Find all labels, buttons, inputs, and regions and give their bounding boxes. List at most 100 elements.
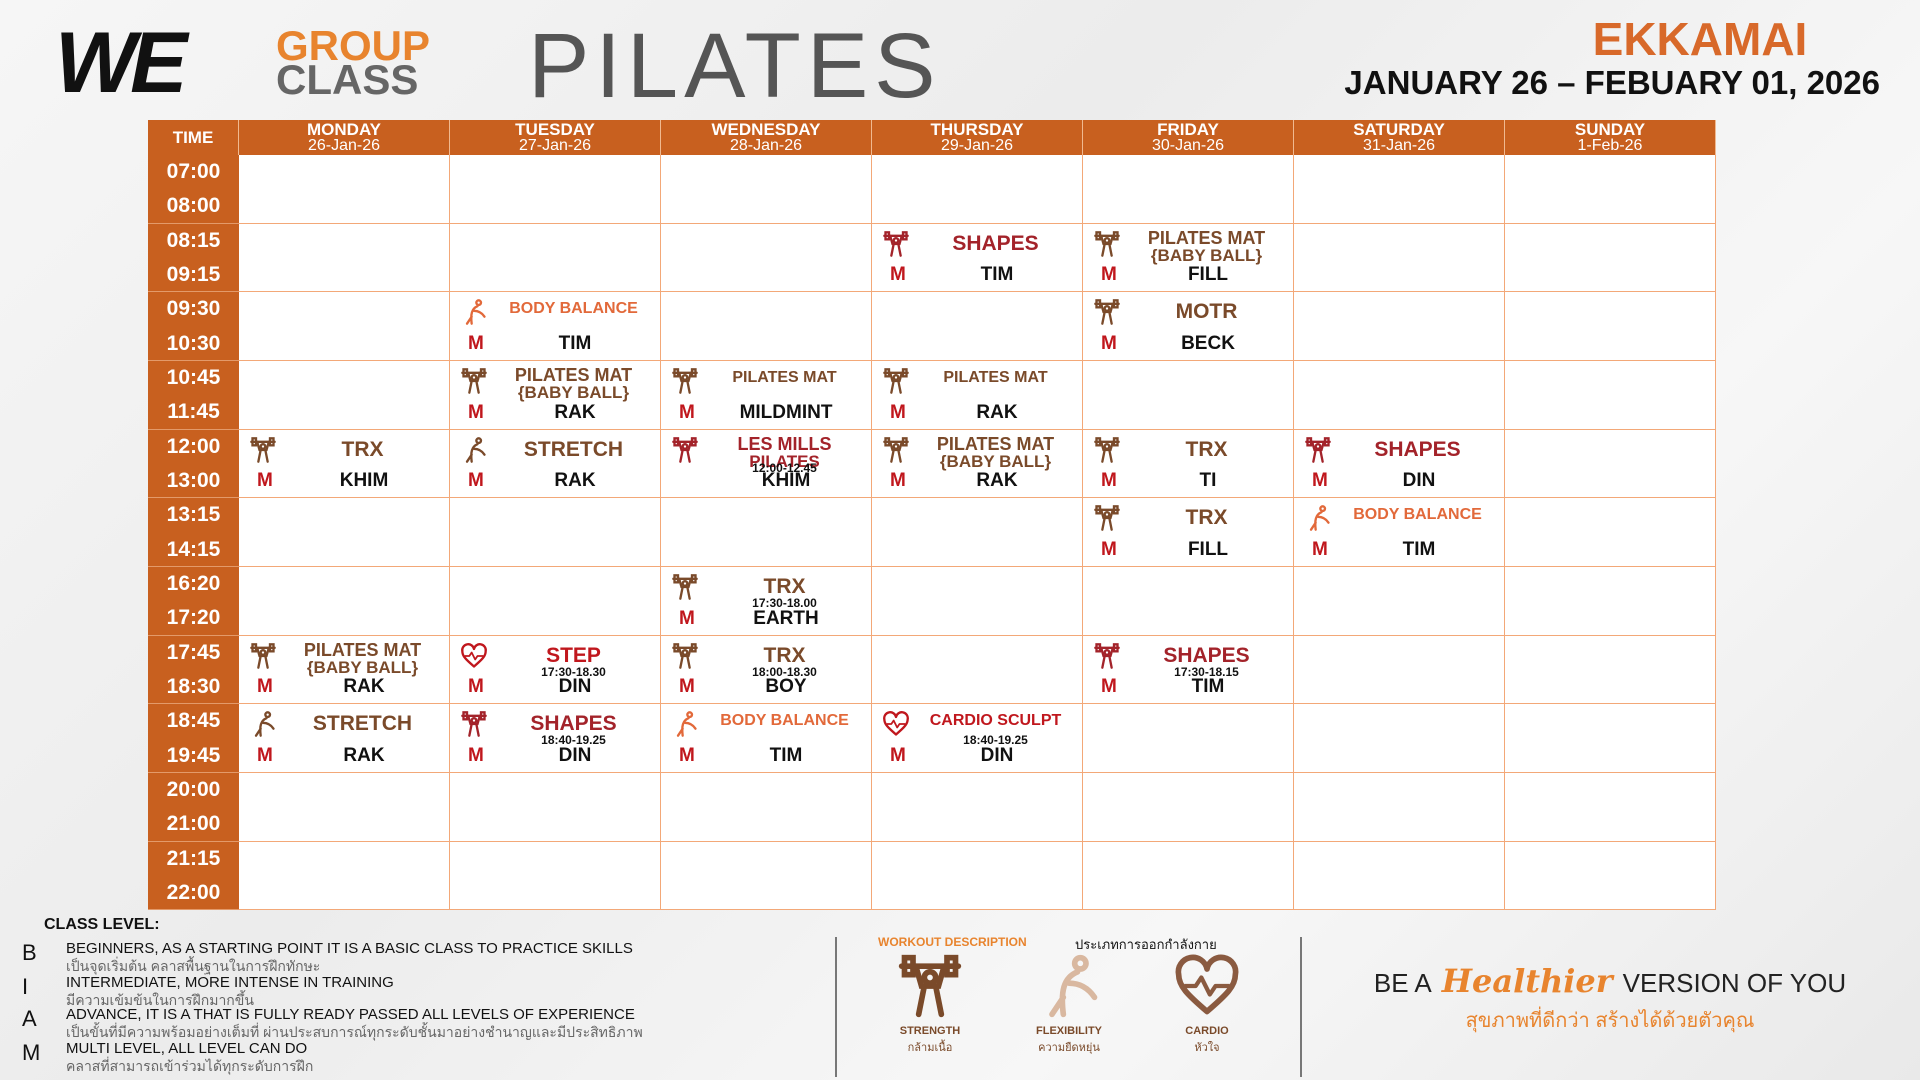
grid-cell xyxy=(239,360,450,430)
level-description-th: เป็นขั้นที่มีความพร้อมอย่างเต็มที่ ผ่านป… xyxy=(66,1024,643,1040)
day-header: MONDAY 26-Jan-26 xyxy=(239,120,450,155)
class-entry: LES MILLS PILATES 12:00-12.45 KHIM xyxy=(661,430,872,499)
instructor: TIM xyxy=(980,264,1014,286)
class-level: M xyxy=(890,264,906,286)
class-icon xyxy=(671,710,699,738)
time-divider xyxy=(148,359,239,361)
class-entry: STRETCH M RAK xyxy=(239,704,450,773)
grid-cell xyxy=(239,498,450,567)
class-icon xyxy=(249,642,277,670)
level-code: A xyxy=(22,1006,37,1031)
instructor: MILDMINT xyxy=(739,401,833,423)
tagline-post: VERSION OF YOU xyxy=(1622,968,1847,998)
class-name: STRETCH xyxy=(279,713,446,734)
class-title: PILATES MAT xyxy=(732,368,837,386)
class-level: M xyxy=(679,744,695,766)
level-description: MULTI LEVEL, ALL LEVEL CAN DO xyxy=(66,1040,308,1057)
grid-cell xyxy=(450,223,661,293)
grid-cell xyxy=(661,841,872,911)
time-label: 21:15 xyxy=(166,846,221,870)
day-header: THURSDAY 29-Jan-26 xyxy=(872,120,1083,155)
class-title: BODY BALANCE xyxy=(720,712,849,730)
class-name: BODY BALANCE xyxy=(490,301,657,317)
grid-cell xyxy=(239,841,450,911)
class-entry: TRX M FILL xyxy=(1083,498,1294,567)
class-entry: STRETCH M RAK xyxy=(450,430,661,499)
instructor: TIM xyxy=(1191,676,1225,698)
class-icon xyxy=(882,367,910,395)
grid-cell xyxy=(1505,360,1716,430)
grid-cell xyxy=(1294,223,1505,293)
day-date: 27-Jan-26 xyxy=(518,137,592,154)
class-entry: TRX M KHIM xyxy=(239,430,450,499)
grid-cell xyxy=(239,155,450,224)
class-level: M xyxy=(468,332,484,354)
time-label: 12:00 xyxy=(166,434,221,458)
class-title: CARDIO SCULPT xyxy=(929,712,1062,730)
class-icon xyxy=(671,642,699,670)
day-date: 1-Feb-26 xyxy=(1577,137,1643,154)
grid-cell xyxy=(1083,360,1294,430)
class-name: SHAPES xyxy=(1123,645,1290,666)
class-entry: PILATES MAT {BABY BALL} M RAK xyxy=(872,430,1083,499)
grid-cell xyxy=(1505,498,1716,567)
grid-cell xyxy=(872,498,1083,567)
grid-cell xyxy=(1294,360,1505,430)
instructor: RAK xyxy=(554,401,596,423)
time-label: 20:00 xyxy=(166,777,221,801)
class-icon xyxy=(460,710,488,738)
class-entry: CARDIO SCULPT 18:40-19.25 M DIN xyxy=(872,704,1083,773)
class-name: TRX xyxy=(1123,507,1290,528)
class-level: M xyxy=(1101,538,1117,560)
class-icon xyxy=(460,298,488,326)
workout-label-th: ความยืดหยุ่น xyxy=(1038,1042,1100,1054)
grid-cell xyxy=(1294,704,1505,773)
tagline-th: สุขภาพที่ดีกว่า สร้างได้ด้วยตัวคุณ xyxy=(1465,1010,1755,1032)
grid-cell xyxy=(1083,566,1294,636)
class-icon xyxy=(1093,504,1121,532)
class-level: M xyxy=(468,470,484,492)
divider xyxy=(835,937,837,1077)
class-title: TRX xyxy=(341,437,384,461)
grid-cell xyxy=(1083,841,1294,911)
class-title: PILATES MAT xyxy=(943,368,1048,386)
class-name: TRX xyxy=(1123,439,1290,460)
grid-cell xyxy=(1505,566,1716,636)
class-icon xyxy=(460,642,488,670)
time-divider xyxy=(148,428,239,430)
time-label: 16:20 xyxy=(166,571,221,595)
class-entry: SHAPES M TIM xyxy=(872,224,1083,293)
class-level: M xyxy=(1101,264,1117,286)
brand-pilates: PILATES xyxy=(528,15,942,117)
class-level: M xyxy=(890,744,906,766)
class-subtitle: {BABY BALL} xyxy=(1150,245,1263,265)
class-subtitle: {BABY BALL} xyxy=(306,657,419,677)
class-title: PILATES MAT xyxy=(514,364,633,385)
time-label: 18:30 xyxy=(166,674,221,698)
grid-cell xyxy=(1083,704,1294,773)
class-name: PILATES MAT {BABY BALL} xyxy=(912,435,1079,470)
class-name: STEP xyxy=(490,645,657,666)
class-title: LES MILLS xyxy=(737,433,832,454)
grid-cell xyxy=(239,292,450,361)
class-icon xyxy=(1304,436,1332,464)
grid-cell xyxy=(661,498,872,567)
class-level: M xyxy=(257,744,273,766)
time-divider xyxy=(148,497,239,499)
class-title: SHAPES xyxy=(1163,643,1250,667)
instructor: DIN xyxy=(558,676,592,698)
class-title: TRX xyxy=(763,574,806,598)
class-level: M xyxy=(1101,676,1117,698)
instructor: TIM xyxy=(769,744,803,766)
class-title: SHAPES xyxy=(952,231,1039,255)
grid-cell xyxy=(661,772,872,842)
workout-label: FLEXIBILITY xyxy=(1036,1025,1102,1037)
instructor: RAK xyxy=(343,676,385,698)
class-time: 18:00-18.30 xyxy=(752,664,817,679)
class-title: STRETCH xyxy=(523,437,624,461)
day-name: THURSDAY xyxy=(930,120,1024,139)
grid-cell xyxy=(1294,498,1505,567)
class-level: M xyxy=(890,401,906,423)
instructor: RAK xyxy=(976,470,1018,492)
